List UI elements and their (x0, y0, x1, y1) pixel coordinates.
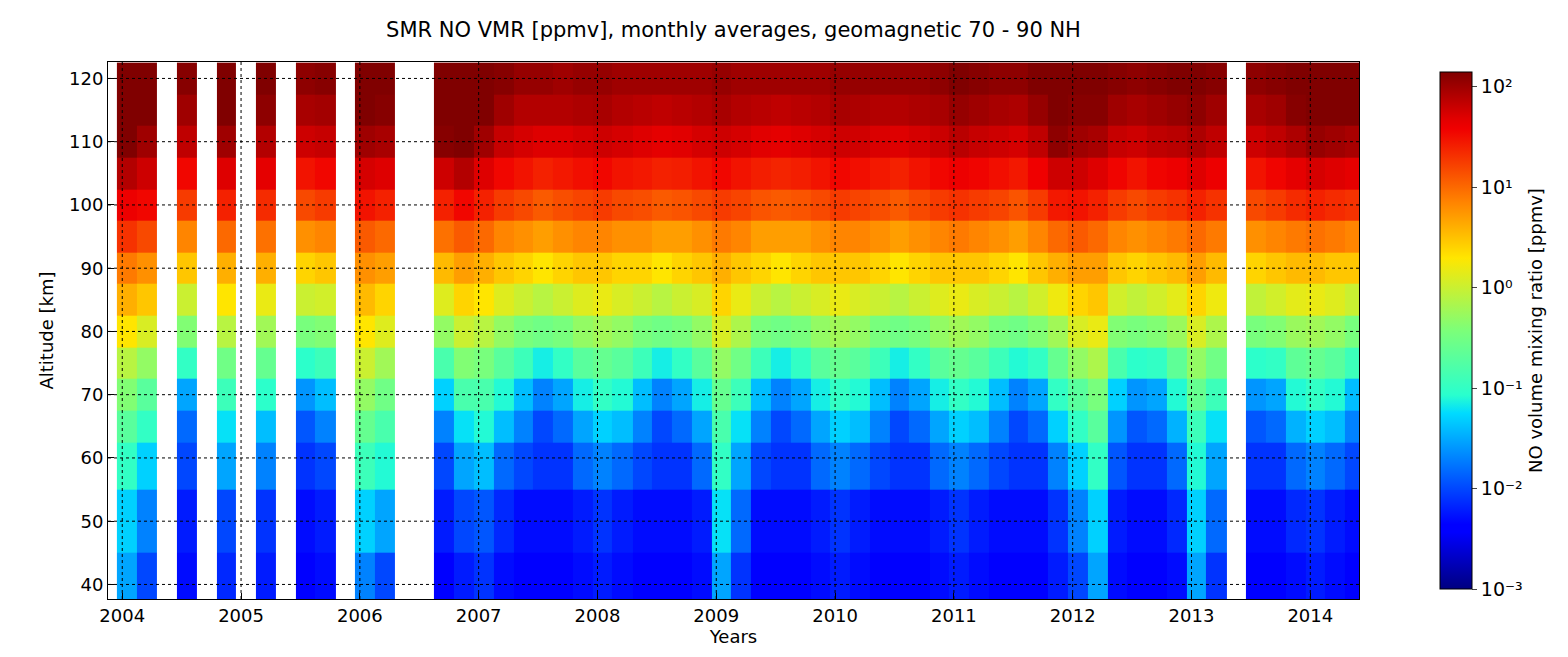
svg-text:10⁻²: 10⁻² (1481, 477, 1523, 499)
svg-text:2004: 2004 (99, 605, 145, 626)
svg-text:2012: 2012 (1050, 605, 1096, 626)
svg-text:SMR NO VMR [ppmv], monthly ave: SMR NO VMR [ppmv], monthly averages, geo… (386, 18, 1081, 42)
svg-text:10⁻³: 10⁻³ (1481, 578, 1523, 600)
svg-text:70: 70 (80, 384, 103, 405)
svg-text:2008: 2008 (575, 605, 621, 626)
svg-text:60: 60 (80, 447, 103, 468)
svg-text:40: 40 (80, 574, 103, 595)
svg-text:2007: 2007 (456, 605, 502, 626)
svg-text:10⁻¹: 10⁻¹ (1481, 377, 1523, 399)
svg-text:50: 50 (80, 511, 103, 532)
svg-text:120: 120 (69, 68, 103, 89)
svg-text:2009: 2009 (693, 605, 739, 626)
svg-text:90: 90 (80, 258, 103, 279)
svg-text:Years: Years (709, 626, 758, 647)
svg-text:100: 100 (69, 194, 103, 215)
svg-text:80: 80 (80, 321, 103, 342)
svg-text:10²: 10² (1481, 75, 1513, 97)
svg-text:Altitude [km]: Altitude [km] (36, 271, 57, 389)
svg-text:2014: 2014 (1287, 605, 1333, 626)
svg-text:2006: 2006 (337, 605, 383, 626)
svg-text:2005: 2005 (218, 605, 264, 626)
svg-text:2011: 2011 (931, 605, 977, 626)
svg-text:110: 110 (69, 131, 103, 152)
svg-text:2013: 2013 (1169, 605, 1215, 626)
svg-text:NO volume mixing ratio [ppmv]: NO volume mixing ratio [ppmv] (1525, 188, 1546, 473)
svg-text:10⁰: 10⁰ (1481, 276, 1513, 298)
svg-text:2010: 2010 (812, 605, 858, 626)
svg-text:10¹: 10¹ (1481, 176, 1513, 198)
